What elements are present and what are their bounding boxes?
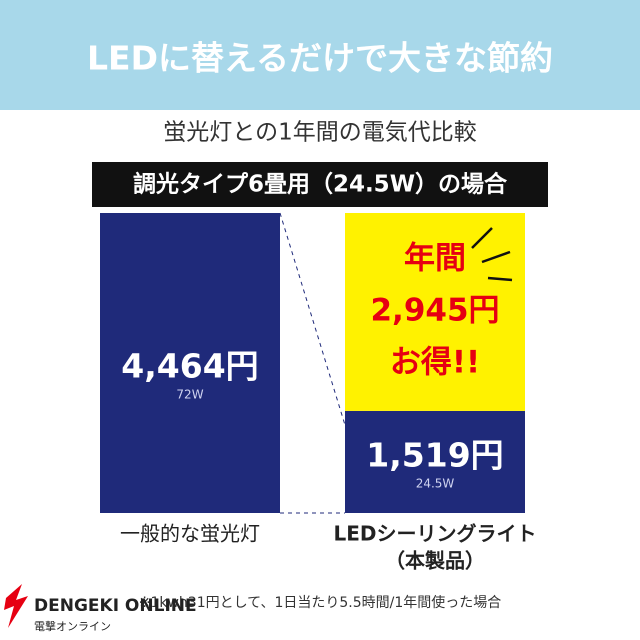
wattage: 72W xyxy=(176,388,203,402)
condition-box xyxy=(92,162,548,207)
category-label: 一般的な蛍光灯 xyxy=(120,522,260,546)
condition: 調光タイプ6畳用（24.5W）の場合 xyxy=(133,171,508,198)
watermark-sub: 電撃オンライン xyxy=(34,619,111,633)
header-band xyxy=(0,0,640,110)
category-label: LEDシーリングライト xyxy=(333,522,536,546)
subtitle: 蛍光灯との1年間の電気代比較 xyxy=(163,120,476,146)
connector xyxy=(279,212,346,426)
chart-title: LEDに替えるだけで大きな節約 xyxy=(87,39,553,78)
value-label: 4,464円 xyxy=(121,347,258,386)
sparkle xyxy=(481,250,511,264)
category-note: （本製品） xyxy=(385,549,485,573)
footnote: ※1kwh31円として、1日当たり5.5時間/1年間使った場合 xyxy=(139,594,502,611)
value-label: 1,519円 xyxy=(366,435,503,474)
watermark: DENGEKI ONLINE 電撃オンライン xyxy=(4,584,197,633)
bar xyxy=(345,410,525,513)
bar xyxy=(100,213,280,513)
watermark-brand: DENGEKI ONLINE xyxy=(34,596,197,616)
sparkle xyxy=(471,227,493,249)
savings-suffix: お得!! xyxy=(390,344,480,380)
savings-prefix: 年間 xyxy=(404,240,466,276)
watermark-logo xyxy=(4,584,28,628)
sparkle xyxy=(487,276,513,282)
wattage: 24.5W xyxy=(416,476,455,490)
savings-bar xyxy=(345,213,525,411)
savings-label: 2,945円 xyxy=(370,292,499,328)
